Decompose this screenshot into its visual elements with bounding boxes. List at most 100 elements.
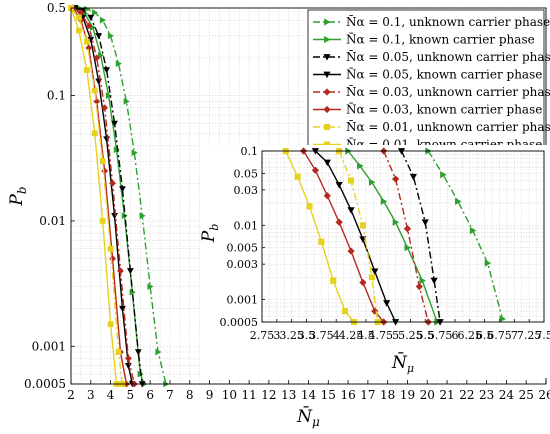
triangle-right-marker [380,197,388,205]
main-series-0 [76,4,170,388]
main-x-tick-label: 8 [186,388,194,402]
main-y-tick-label: 0.01 [39,214,66,228]
inset-x-tick-label: 5 [392,329,399,342]
inset-x-tick-label: 3 [273,329,280,342]
legend-label: N̄α = 0.05, known carrier phase [346,66,542,81]
inset-series-3 [311,148,400,326]
main-x-tick-label: 9 [206,388,214,402]
inset-y-tick-label: 0.005 [227,242,259,255]
inset-y-tick-label: 0.05 [234,167,259,180]
inset-y-tick-label: 0.003 [227,258,259,271]
triangle-down-marker [347,207,355,214]
triangle-right-marker [113,146,120,154]
triangle-right-marker [155,348,162,356]
triangle-down-marker [430,277,438,285]
inset-plot-frame [261,150,545,323]
inset-x-tick-label: 6.75 [487,329,512,342]
legend-entry: N̄α = 0.05, unknown carrier phase [313,49,550,64]
triangle-right-marker [99,16,107,24]
main-x-tick-label: 15 [321,388,336,402]
inset-x-tick-label: 4 [333,329,340,342]
square-marker [107,321,114,328]
square-marker [76,27,82,34]
inset-x-tick-label: 6 [451,329,458,342]
diamond-marker [403,225,412,233]
diamond-marker [117,267,124,275]
triangle-right-marker [484,259,492,267]
inset-x-tick-label: 7 [511,329,518,342]
inset-x-tick-label: 3.5 [298,329,316,342]
triangle-right-marker [115,60,122,68]
triangle-down-marker [119,186,126,193]
inset-x-tick-label: 6.25 [458,329,483,342]
diamond-marker [85,44,93,52]
triangle-right-marker [131,149,138,157]
main-y-tick-label: 0.0005 [24,377,66,391]
diamond-marker [323,192,331,200]
triangle-down-marker [126,268,134,275]
square-marker [342,308,349,315]
main-ticks: 2 3 4 5 6 7 8 9 10 11 12 13 14 15 16 17 18 19 20 21 22 23 24 25… [24,1,550,402]
triangle-right-marker [147,283,154,290]
main-x-tick-label: 16 [340,388,355,402]
diamond-marker [323,105,331,114]
inset-y-tick-label: 0.1 [241,145,259,158]
triangle-right-marker [368,178,376,186]
triangle-down-marker [87,36,95,43]
triangle-down-marker [111,120,118,127]
triangle-right-marker [97,51,105,59]
legend-label: N̄α = 0.1, unknown carrier phase [346,14,550,29]
triangle-right-marker [324,35,331,44]
legend-entry: N̄α = 0.1, unknown carrier phase [313,14,550,29]
legend-label: N̄α = 0.05, unknown carrier phase [346,49,550,64]
triangle-down-marker [119,305,126,312]
main-x-tick-label: 7 [166,388,174,402]
diamond-marker [359,278,367,287]
legend-box [307,9,545,157]
diamond-marker [124,355,132,362]
inset-y-tick-label: 0.0005 [220,316,259,329]
inset-y-tick-label: 0.001 [227,294,259,307]
diamond-marker [101,167,109,175]
main-x-tick-label: 13 [281,388,296,402]
inset-plot: 2.75 3 3.253.53.75 4 4.254.54.75 5 5.255.55.75… [199,145,550,378]
diamond-marker [347,247,355,255]
main-x-tick-label: 3 [87,388,95,402]
main-x-tick-label: 12 [261,388,276,402]
inset-x-tick-label: 6.5 [476,329,494,342]
square-marker [83,67,90,73]
triangle-down-marker [409,173,417,181]
main-x-tick-label: 14 [301,388,317,402]
main-y-tick-label: 0.001 [32,339,66,353]
diamond-marker [335,218,343,226]
triangle-right-marker [123,97,130,105]
square-marker [99,218,106,224]
diamond-marker [85,22,93,30]
inset-ticks: 2.75 3 3.253.53.75 4 4.254.54.75 5 5.255.55.75… [220,145,550,342]
triangle-right-marker [84,5,91,13]
legend-entry: N̄α = 0.05, known carrier phase [313,66,542,82]
inset-series-line [427,150,504,320]
triangle-right-marker [404,244,412,252]
legend-entry: N̄α = 0.03, known carrier phase [313,101,542,117]
main-x-tick-label: 26 [538,388,550,402]
square-marker [347,177,355,184]
main-y-tick-label: 0.5 [47,1,66,15]
triangle-right-marker [440,171,447,179]
main-x-tick-label: 19 [400,388,415,402]
main-x-tick-label: 2 [67,388,75,402]
square-marker [306,203,313,210]
square-marker [318,238,325,245]
inset-x-axis-label: N̄μ [391,351,414,375]
triangle-down-marker [103,67,111,74]
triangle-down-marker [134,349,142,356]
triangle-right-marker [139,212,146,220]
square-marker [107,245,114,252]
legend-entry: N̄α = 0.01, unknown carrier phase [313,119,550,134]
inset-x-tick-label: 4.75 [368,329,393,342]
square-marker [330,277,337,284]
triangle-down-marker [323,159,331,167]
legend-label: N̄α = 0.03, unknown carrier phase [346,84,550,99]
triangle-right-marker [129,288,136,296]
main-series-line [70,7,124,385]
